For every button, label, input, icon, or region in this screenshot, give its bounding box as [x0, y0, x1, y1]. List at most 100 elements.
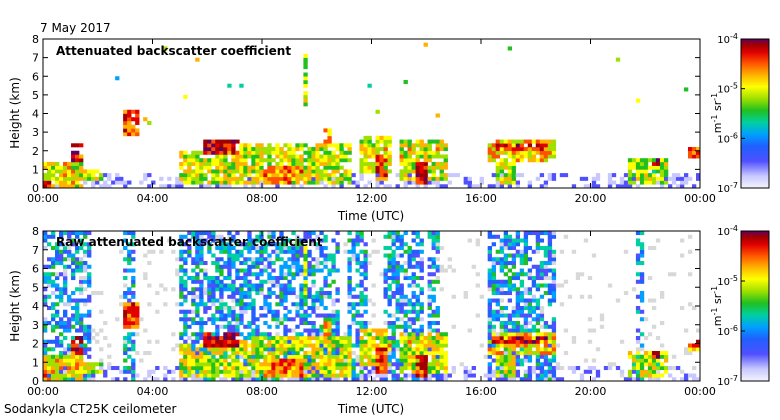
heatmap-cell: [187, 362, 192, 367]
heatmap-cell: [343, 339, 348, 344]
heatmap-cell: [303, 268, 308, 273]
heatmap-cell: [531, 336, 537, 341]
heatmap-cell: [635, 176, 641, 181]
heatmap-cell: [187, 169, 192, 174]
heatmap-cell: [615, 184, 621, 188]
heatmap-cell: [123, 339, 128, 344]
heatmap-cell: [311, 231, 316, 236]
heatmap-cell: [187, 317, 192, 322]
y-tick-label: 3: [32, 126, 39, 139]
heatmap-cell: [179, 287, 184, 292]
heatmap-cell: [191, 351, 196, 356]
heatmap-cell: [347, 261, 352, 266]
heatmap-cell: [503, 176, 509, 181]
heatmap-cell: [227, 343, 232, 348]
heatmap-cell: [547, 249, 553, 254]
heatmap-cell: [527, 369, 533, 374]
heatmap-cell: [195, 231, 200, 236]
heatmap-cell: [419, 249, 424, 254]
heatmap-cell: [303, 150, 308, 155]
heatmap-cell: [259, 257, 264, 262]
heatmap-cell: [111, 366, 116, 371]
heatmap-cell: [83, 298, 88, 303]
heatmap-cell: [463, 291, 468, 296]
heatmap-cell: [347, 369, 352, 374]
heatmap-cell: [375, 249, 380, 254]
heatmap-cell: [255, 339, 260, 344]
heatmap-cell: [315, 176, 320, 181]
heatmap-cell: [231, 332, 236, 337]
heatmap-cell: [667, 176, 673, 181]
heatmap-cell: [463, 373, 468, 378]
date-label: 7 May 2017: [40, 21, 111, 35]
heatmap-cell: [215, 234, 220, 239]
heatmap-cell: [51, 369, 56, 374]
heatmap-cell: [431, 180, 436, 185]
heatmap-cell: [63, 276, 68, 281]
heatmap-cell: [551, 272, 557, 277]
heatmap-cell: [487, 253, 492, 258]
heatmap-cell: [219, 291, 224, 296]
heatmap-cell: [399, 169, 404, 174]
heatmap-cell: [187, 343, 192, 348]
heatmap-cell: [43, 180, 48, 185]
heatmap-cell: [295, 268, 300, 273]
heatmap-cell: [203, 343, 208, 348]
heatmap-cell: [87, 253, 92, 258]
heatmap-cell: [367, 135, 372, 140]
heatmap-cell: [231, 161, 236, 166]
heatmap-cell: [203, 366, 208, 371]
heatmap-cell: [331, 354, 336, 359]
heatmap-cell: [115, 173, 120, 178]
heatmap-cell: [411, 366, 416, 371]
heatmap-cell: [323, 358, 328, 363]
heatmap-cell: [371, 336, 376, 341]
heatmap-cell: [503, 347, 509, 352]
heatmap-cell: [499, 351, 505, 356]
heatmap-cell: [71, 354, 76, 359]
heatmap-cell: [651, 173, 657, 178]
heatmap-cell: [347, 343, 352, 348]
heatmap-2: [43, 231, 700, 381]
heatmap-cell: [491, 287, 496, 292]
heatmap-cell: [427, 298, 432, 303]
heatmap-cell: [535, 234, 541, 239]
heatmap-cell: [427, 373, 432, 378]
heatmap-cell: [75, 257, 80, 262]
heatmap-cell: [235, 321, 240, 326]
heatmap-cell: [303, 143, 308, 148]
heatmap-cell: [419, 377, 424, 381]
heatmap-cell: [303, 61, 308, 66]
heatmap-cell: [435, 377, 440, 381]
heatmap-cell: [283, 313, 288, 318]
heatmap-cell: [195, 150, 200, 155]
heatmap-cell: [515, 180, 521, 185]
heatmap-cell: [79, 291, 84, 296]
heatmap-cell: [307, 154, 312, 159]
heatmap-cell: [51, 302, 56, 307]
heatmap-cell: [263, 169, 268, 174]
heatmap-cell: [79, 276, 84, 281]
heatmap-cell: [67, 302, 72, 307]
heatmap-cell: [67, 298, 72, 303]
heatmap-cell: [283, 317, 288, 322]
heatmap-cell: [223, 377, 228, 381]
heatmap-cell: [215, 298, 220, 303]
heatmap-cell: [395, 287, 400, 292]
heatmap-cell: [275, 362, 280, 367]
heatmap-cell: [103, 180, 108, 185]
heatmap-cell: [207, 373, 212, 378]
heatmap-cell: [419, 176, 424, 181]
heatmap-cell: [179, 283, 184, 288]
heatmap-cell: [511, 143, 517, 148]
heatmap-cell: [407, 343, 412, 348]
heatmap-cell: [43, 377, 48, 381]
heatmap-cell: [691, 366, 697, 371]
heatmap-cell: [351, 351, 356, 356]
heatmap-cell: [235, 366, 240, 371]
heatmap-cell: [311, 321, 316, 326]
heatmap-cell: [519, 294, 525, 299]
heatmap-cell: [339, 180, 344, 185]
heatmap-cell: [619, 369, 625, 374]
heatmap-cell: [147, 339, 152, 344]
